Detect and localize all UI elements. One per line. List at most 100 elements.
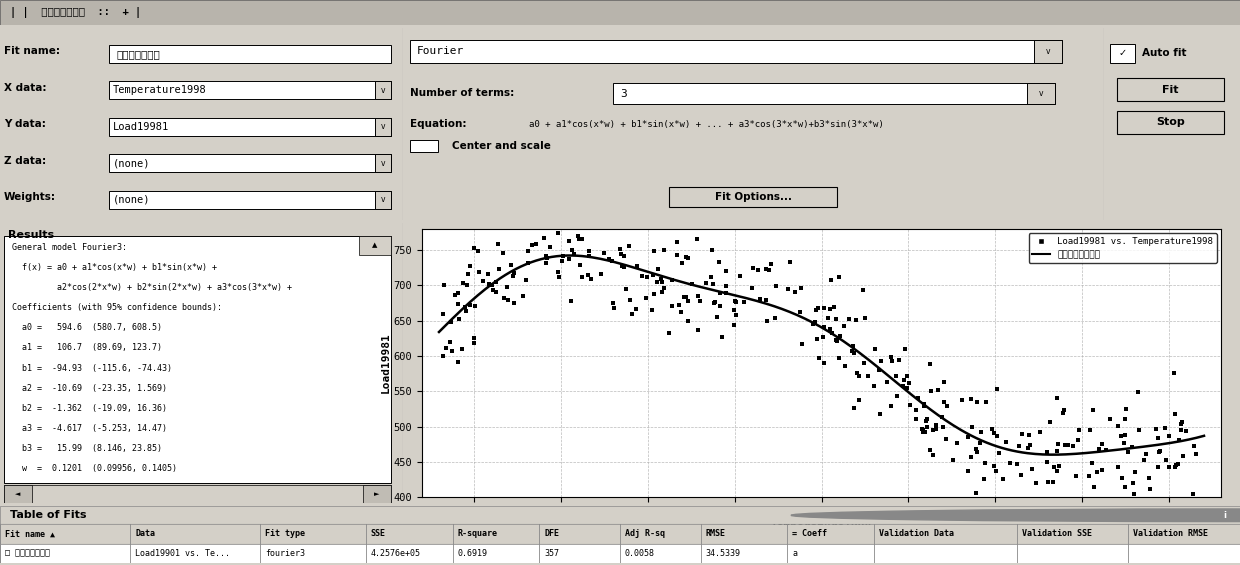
Point [820, 325, 839, 334]
Point [1115, 483, 1135, 492]
Bar [109, 154, 391, 172]
Point [1118, 447, 1138, 457]
Text: Auto fit: Auto fit [1142, 48, 1187, 58]
Text: Load19901 vs. Te...: Load19901 vs. Te... [135, 549, 231, 558]
Point [791, 283, 811, 292]
Text: Temperature1998: Temperature1998 [113, 85, 207, 95]
Point [742, 284, 761, 293]
Text: General model Fourier3:: General model Fourier3: [12, 243, 126, 252]
Text: v: v [1038, 89, 1043, 98]
Point [839, 315, 859, 324]
Point [611, 249, 631, 258]
Point [993, 474, 1013, 483]
Point [813, 322, 833, 331]
Text: ◄: ◄ [15, 491, 21, 497]
Text: b3 =   15.99  (8.146, 23.85): b3 = 15.99 (8.146, 23.85) [12, 444, 162, 453]
Point [455, 302, 475, 311]
Point [813, 359, 833, 368]
Point [562, 297, 582, 306]
Point [1079, 471, 1099, 480]
Point [445, 290, 465, 299]
Point [579, 246, 599, 255]
Point [866, 345, 885, 354]
Point [813, 304, 833, 313]
Point [849, 396, 869, 405]
Point [780, 258, 800, 267]
Point [604, 303, 624, 312]
Point [1009, 441, 1029, 450]
Point [1164, 369, 1184, 378]
Point [828, 272, 848, 281]
Point [914, 402, 934, 411]
Point [626, 305, 646, 314]
Point [632, 272, 652, 281]
Point [449, 314, 469, 323]
Point [830, 354, 849, 363]
Point [827, 336, 847, 345]
Bar [109, 45, 391, 63]
Point [652, 277, 672, 286]
Point [682, 280, 702, 289]
Point [976, 398, 996, 407]
Point [895, 345, 915, 354]
Point [844, 403, 864, 412]
Bar [410, 140, 438, 152]
Point [911, 425, 931, 434]
Point [1044, 462, 1064, 471]
Point [1007, 459, 1027, 468]
Point [458, 281, 477, 290]
Point [961, 395, 981, 404]
Text: b1 =  -94.93  (-115.6, -74.43): b1 = -94.93 (-115.6, -74.43) [12, 363, 172, 372]
Point [449, 299, 469, 308]
Bar [4, 485, 391, 503]
Point [870, 410, 890, 419]
Point [460, 262, 480, 271]
Point [688, 291, 708, 300]
Bar [410, 40, 1061, 63]
Text: Coefficients (with 95% confidence bounds):: Coefficients (with 95% confidence bounds… [12, 303, 222, 312]
Point [712, 332, 732, 341]
Point [500, 185, 520, 194]
Point [518, 246, 538, 255]
Point [563, 245, 583, 254]
Point [1128, 425, 1148, 434]
Point [652, 288, 672, 297]
Point [916, 415, 936, 424]
Text: a3 =  -4.617  (-5.253, 14.47): a3 = -4.617 (-5.253, 14.47) [12, 424, 167, 433]
Point [498, 295, 518, 305]
Point [1048, 394, 1068, 403]
Point [864, 382, 884, 391]
Bar [4, 236, 391, 483]
Bar [670, 186, 837, 207]
Text: Fit type: Fit type [265, 529, 305, 538]
Point [717, 288, 737, 297]
Text: Validation Data: Validation Data [879, 529, 954, 538]
Point [469, 268, 489, 277]
Point [678, 317, 698, 326]
Point [513, 291, 533, 300]
Circle shape [791, 509, 1240, 521]
Point [849, 371, 869, 380]
Point [725, 297, 745, 306]
Point [822, 329, 842, 338]
Text: Adj R-sq: Adj R-sq [625, 529, 665, 538]
Point [847, 369, 867, 378]
Point [676, 253, 696, 262]
Point [1115, 431, 1135, 440]
Point [1019, 506, 1039, 515]
Point [785, 288, 805, 297]
Point [908, 393, 928, 402]
Point [1116, 414, 1136, 423]
Point [920, 445, 940, 454]
Point [672, 259, 692, 268]
Point [1049, 462, 1069, 471]
Point [1114, 438, 1133, 447]
Point [647, 277, 667, 286]
Point [1135, 456, 1154, 465]
Point [1157, 456, 1177, 465]
Point [453, 344, 472, 353]
Point [1011, 470, 1030, 479]
Point [897, 383, 916, 392]
Text: w  =  0.1201  (0.09956, 0.1405): w = 0.1201 (0.09956, 0.1405) [12, 464, 177, 473]
Point [707, 312, 727, 321]
